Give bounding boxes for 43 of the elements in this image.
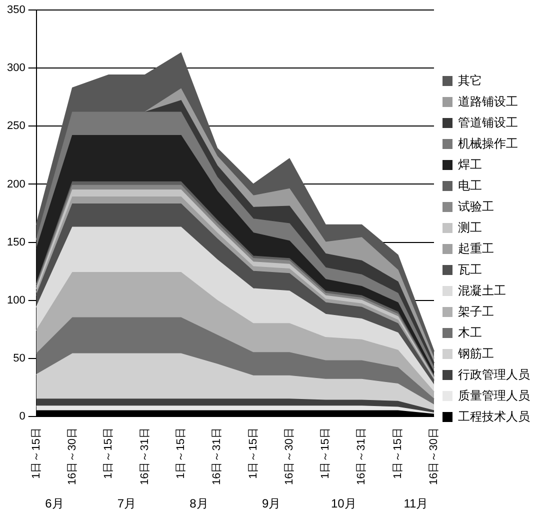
y-tick-label: 0 xyxy=(19,410,26,423)
legend-label: 行政管理人员 xyxy=(458,367,530,382)
x-tick-label: 1日～15日 xyxy=(174,428,187,479)
legend-label: 道路铺设工 xyxy=(458,94,518,108)
y-tick-label: 250 xyxy=(6,120,26,132)
text: 6月 xyxy=(45,496,64,510)
x-tick-label: 1日～15日 xyxy=(30,428,42,479)
legend-label: 钢筋工 xyxy=(457,346,494,360)
x-tick-label: 16日～31日 xyxy=(138,428,151,486)
x-tick-label: 1日～15日 xyxy=(102,428,115,479)
x-tick-label: 16日～30日 xyxy=(428,428,440,486)
text: 7月 xyxy=(117,496,136,510)
text: 10月 xyxy=(330,496,356,510)
text: 8月 xyxy=(190,496,208,510)
legend-label: 测工 xyxy=(458,220,482,234)
legend-label: 试验工 xyxy=(458,199,494,214)
x-tick-label: 1日～15日 xyxy=(392,428,404,479)
x-tick-label: 16日～31日 xyxy=(211,428,224,486)
legend-label: 架子工 xyxy=(458,304,494,318)
text: 11月 xyxy=(404,496,428,510)
legend-label: 瓦工 xyxy=(458,262,482,276)
legend-label: 管道铺设工 xyxy=(458,115,518,130)
y-tick-label: 200 xyxy=(6,178,26,190)
x-tick-label: 1日～15日 xyxy=(247,428,260,479)
legend-label: 电工 xyxy=(458,178,482,192)
legend-label: 木工 xyxy=(458,325,482,340)
y-tick-label: 350 xyxy=(6,4,26,16)
legend-label: 混凝土工 xyxy=(458,283,506,298)
x-tick-label: 16日～30日 xyxy=(66,428,79,486)
x-tick-label: 1日～15日 xyxy=(320,428,332,479)
y-tick-label: 150 xyxy=(6,236,26,248)
x-tick-label: 16日～31日 xyxy=(356,428,368,486)
legend-label: 起重工 xyxy=(458,241,494,256)
text: 9月 xyxy=(262,496,281,510)
legend-label: 工程技术人员 xyxy=(458,409,530,424)
legend-label: 其它 xyxy=(458,73,482,88)
legend-label: 焊工 xyxy=(458,157,482,172)
y-tick-label: 100 xyxy=(6,294,26,306)
legend-label: 机械操作工 xyxy=(458,136,518,150)
x-tick-label: 16日～30日 xyxy=(283,428,296,486)
legend-label: 质量管理人员 xyxy=(458,388,530,402)
y-tick-label: 50 xyxy=(13,352,26,364)
y-tick-label: 300 xyxy=(6,62,26,74)
